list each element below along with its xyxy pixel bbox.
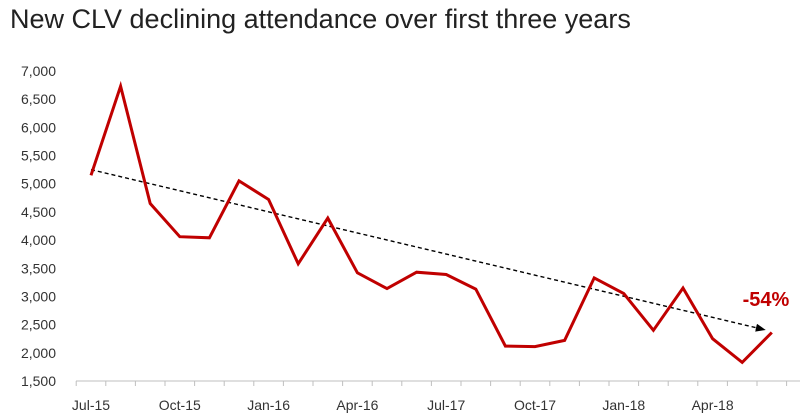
x-tick-label: Jul-17 — [427, 397, 465, 413]
x-tick-label: Oct-15 — [159, 397, 201, 413]
y-tick-label: 4,000 — [21, 232, 56, 248]
series-layer — [89, 80, 773, 365]
annotation-layer: -54% — [743, 289, 790, 311]
x-tick-label: Jul-15 — [72, 397, 110, 413]
chart-title: New CLV declining attendance over first … — [10, 4, 631, 34]
trendline-arrow — [90, 168, 766, 332]
y-tick-label: 7,000 — [21, 63, 56, 79]
series-line-0 — [89, 80, 773, 365]
x-tick-label: Apr-16 — [336, 397, 378, 413]
y-tick-label: 1,500 — [21, 373, 56, 389]
trendline — [90, 168, 766, 332]
x-tick-label: Apr-18 — [692, 397, 734, 413]
percent-change-annotation: -54% — [743, 289, 790, 311]
y-tick-label: 4,500 — [21, 204, 56, 220]
y-tick-label: 2,000 — [21, 345, 56, 361]
x-tick-label: Jan-18 — [602, 397, 645, 413]
y-tick-label: 3,000 — [21, 288, 56, 304]
y-tick-label: 6,000 — [21, 119, 56, 135]
y-tick-label: 5,000 — [21, 176, 56, 192]
y-tick-label: 2,500 — [21, 317, 56, 333]
x-axis: Jul-15 Oct-15 Jan-16 Apr-16 Jul-17 Oct-17 Jan-… — [72, 380, 800, 413]
y-axis: 1,500 2,000 2,500 3,000 3,500 4,000 4,500 5,000… — [21, 63, 56, 389]
x-tick-label: Oct-17 — [514, 397, 556, 413]
x-tick-label: Jan-16 — [247, 397, 290, 413]
y-tick-label: 3,500 — [21, 260, 56, 276]
y-tick-label: 6,500 — [21, 91, 56, 107]
y-tick-label: 5,500 — [21, 148, 56, 164]
